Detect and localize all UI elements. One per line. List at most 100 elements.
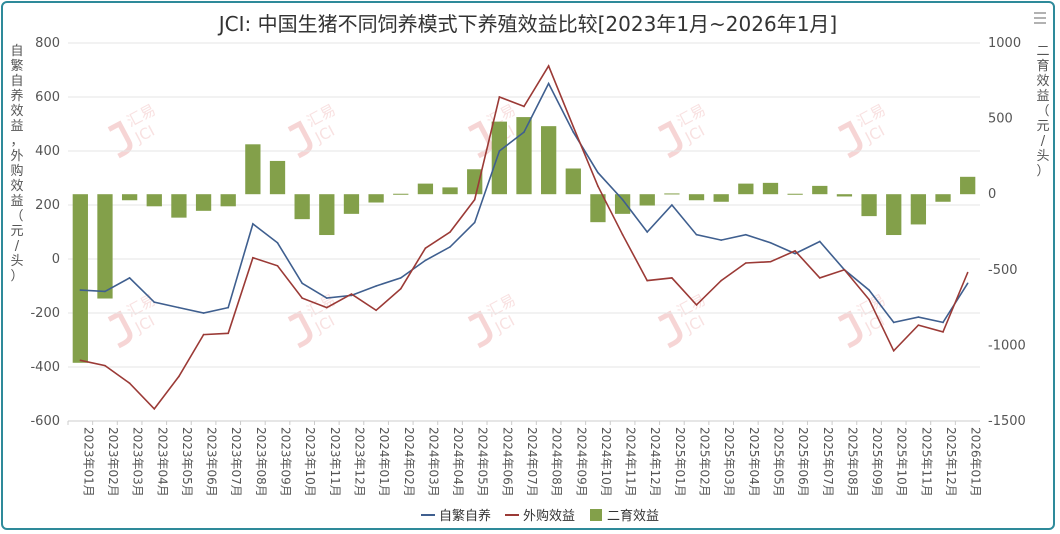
x-tick-label: 2024年08月 xyxy=(550,427,564,497)
x-tick-label: 2025年02月 xyxy=(698,427,712,497)
chart-title: JCI: 中国生猪不同饲养模式下养殖效益比较[2023年1月~2026年1月] xyxy=(217,12,837,36)
bar-二育效益 xyxy=(762,182,779,195)
x-tick-label: 2023年03月 xyxy=(131,427,145,497)
point-外购效益 xyxy=(597,185,599,187)
bar-二育效益 xyxy=(910,194,927,225)
bar-二育效益 xyxy=(541,126,557,195)
bar-二育效益 xyxy=(861,194,877,217)
x-tick-label: 2024年05月 xyxy=(476,427,490,497)
point-自繁自养 xyxy=(227,306,230,309)
y-right-tick-label: 500 xyxy=(988,112,1013,127)
point-外购效益 xyxy=(424,247,427,249)
watermark-logo-mark xyxy=(467,310,493,349)
point-自繁自养 xyxy=(399,277,402,279)
bar-二育效益 xyxy=(417,183,434,195)
point-外购效益 xyxy=(79,359,82,362)
grid-lines xyxy=(68,42,980,422)
point-外购效益 xyxy=(498,96,501,98)
y-left-tick-label: -400 xyxy=(30,360,60,375)
x-tick-label: 2025年09月 xyxy=(870,427,884,497)
watermark-logo-mark xyxy=(837,310,863,349)
bar-二育效益 xyxy=(319,194,335,236)
point-自繁自养 xyxy=(769,242,772,244)
watermark-logo-mark xyxy=(287,310,313,349)
bar-二育效益 xyxy=(812,185,828,195)
bar-series-二育效益 xyxy=(72,117,976,363)
bar-二育效益 xyxy=(713,194,729,202)
bar-二育效益 xyxy=(590,194,606,223)
point-外购效益 xyxy=(671,277,673,279)
point-外购效益 xyxy=(178,375,180,378)
point-外购效益 xyxy=(202,333,205,336)
point-自繁自养 xyxy=(128,277,131,279)
x-tick-label: 2023年09月 xyxy=(279,427,293,497)
point-自繁自养 xyxy=(621,198,624,201)
point-外购效益 xyxy=(473,198,476,201)
legend: 自繁自养 外购效益 二育效益 xyxy=(421,508,659,524)
point-自繁自养 xyxy=(79,289,82,291)
x-tick-label: 2024年09月 xyxy=(574,427,588,497)
x-tick-label: 2025年04月 xyxy=(747,427,761,497)
watermark-logo-mark xyxy=(657,120,683,159)
y-left-tick-label: 200 xyxy=(35,198,60,213)
point-自繁自养 xyxy=(572,131,575,133)
x-tick-label: 2023年10月 xyxy=(303,427,317,497)
point-自繁自养 xyxy=(695,233,698,236)
x-tick-label: 2023年06月 xyxy=(205,427,219,497)
x-tick-label: 2024年01月 xyxy=(377,427,391,497)
point-外购效益 xyxy=(769,260,772,263)
y-left-axis-title: 自繁自养效益，外购效益（元/头） xyxy=(10,44,23,284)
point-外购效益 xyxy=(621,233,624,236)
x-tick-label: 2025年12月 xyxy=(944,427,958,497)
point-自繁自养 xyxy=(449,246,451,248)
x-tick-label: 2024年11月 xyxy=(624,427,638,497)
point-自繁自养 xyxy=(942,321,944,324)
legend-swatch-二育效益 xyxy=(590,509,602,521)
hamburger-menu-icon[interactable] xyxy=(1033,11,1047,25)
y-left-tick-label: 800 xyxy=(35,36,60,51)
point-自繁自养 xyxy=(424,259,427,262)
bar-二育效益 xyxy=(220,194,236,207)
point-自繁自养 xyxy=(868,289,870,291)
bar-二育效益 xyxy=(368,194,384,203)
x-tick-label: 2024年02月 xyxy=(402,427,416,497)
point-自繁自养 xyxy=(646,231,649,233)
point-外购效益 xyxy=(917,324,920,326)
bar-二育效益 xyxy=(491,121,507,195)
x-tick-label: 2025年07月 xyxy=(821,427,835,497)
watermark-logo-mark xyxy=(107,310,133,349)
point-外购效益 xyxy=(646,279,649,282)
point-外购效益 xyxy=(843,269,846,271)
point-外购效益 xyxy=(818,277,821,279)
point-自繁自养 xyxy=(498,150,501,152)
x-tick-label: 2025年10月 xyxy=(895,427,909,497)
bar-二育效益 xyxy=(836,194,853,197)
point-自繁自养 xyxy=(178,306,180,309)
point-自繁自养 xyxy=(794,252,796,255)
bar-二育效益 xyxy=(393,193,409,195)
bar-二育效益 xyxy=(442,187,458,195)
bar-二育效益 xyxy=(787,193,803,195)
bar-二育效益 xyxy=(639,194,655,206)
bar-二育效益 xyxy=(245,144,261,195)
bar-二育效益 xyxy=(688,194,705,201)
bar-二育效益 xyxy=(960,176,976,195)
x-tick-label: 2025年01月 xyxy=(673,427,687,497)
point-自繁自养 xyxy=(252,223,254,225)
point-自繁自养 xyxy=(917,316,920,318)
y-left-tick-label: -200 xyxy=(30,306,60,321)
x-tick-label: 2023年02月 xyxy=(106,427,120,497)
point-外购效益 xyxy=(966,271,969,274)
x-tick-label: 2025年05月 xyxy=(771,427,785,497)
bar-二育效益 xyxy=(565,168,581,195)
x-tick-label: 2026年01月 xyxy=(969,427,983,497)
x-tick-label: 2024年03月 xyxy=(426,427,440,497)
point-自繁自养 xyxy=(153,301,156,304)
x-tick-label: 2025年11月 xyxy=(919,427,933,497)
